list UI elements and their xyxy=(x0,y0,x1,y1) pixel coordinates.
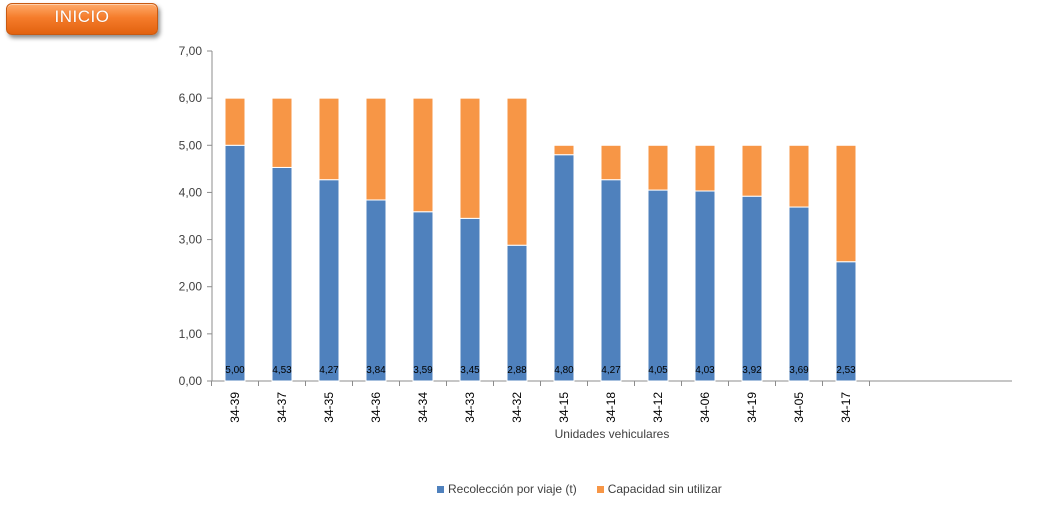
y-tick-label: 5,00 xyxy=(179,138,203,152)
y-tick-label: 1,00 xyxy=(179,327,203,341)
x-tick-label: 34-39 xyxy=(228,392,242,423)
data-label: 3,84 xyxy=(366,365,386,376)
inicio-button[interactable]: INICIO xyxy=(6,3,158,35)
bar-recoleccion xyxy=(318,179,340,382)
y-tick-label: 6,00 xyxy=(179,91,203,105)
bar-recoleccion xyxy=(647,189,669,382)
x-tick-label: 34-05 xyxy=(792,392,806,423)
bar-capacidad xyxy=(600,144,622,181)
bar-recoleccion xyxy=(412,211,434,382)
x-axis-title: Unidades vehiculares xyxy=(555,427,670,441)
y-tick-label: 0,00 xyxy=(179,374,203,388)
data-label: 4,03 xyxy=(695,365,715,376)
bar-capacidad xyxy=(318,97,340,181)
data-label: 4,05 xyxy=(648,365,668,376)
legend-item-capacidad: Capacidad sin utilizar xyxy=(596,482,722,496)
data-label: 4,27 xyxy=(601,365,621,376)
bar-recoleccion xyxy=(459,217,481,382)
data-label: 3,45 xyxy=(460,365,480,376)
x-tick-label: 34-12 xyxy=(651,392,665,423)
bar-capacidad xyxy=(365,97,387,201)
x-tick-label: 34-33 xyxy=(463,392,477,423)
inicio-button-label: INICIO xyxy=(54,7,110,26)
data-label: 4,27 xyxy=(319,365,339,376)
bar-capacidad xyxy=(647,144,669,191)
bar-recoleccion xyxy=(553,154,575,382)
bar-capacidad xyxy=(694,144,716,192)
bar-capacidad xyxy=(459,97,481,219)
data-label: 2,88 xyxy=(507,365,527,376)
x-tick-label: 34-37 xyxy=(275,392,289,423)
data-label: 3,92 xyxy=(742,365,762,376)
x-tick-label: 34-35 xyxy=(322,392,336,423)
x-tick-label: 34-15 xyxy=(557,392,571,423)
x-tick-label: 34-36 xyxy=(369,392,383,423)
bar-capacidad xyxy=(835,144,857,263)
bar-recoleccion xyxy=(365,199,387,382)
bar-recoleccion xyxy=(600,179,622,382)
bar-capacidad xyxy=(412,97,434,213)
y-tick-label: 7,00 xyxy=(179,44,203,58)
x-tick-label: 34-32 xyxy=(510,392,524,423)
data-label: 3,59 xyxy=(413,365,433,376)
bar-capacidad xyxy=(553,144,575,156)
y-tick-label: 4,00 xyxy=(179,185,203,199)
x-tick-label: 34-06 xyxy=(698,392,712,423)
x-tick-label: 34-19 xyxy=(745,392,759,423)
bar-recoleccion xyxy=(506,244,528,382)
data-label: 3,69 xyxy=(789,365,809,376)
legend-item-recoleccion: Recolección por viaje (t) xyxy=(437,482,577,496)
bar-capacidad xyxy=(224,97,246,146)
bar-capacidad xyxy=(271,97,293,168)
bar-recoleccion xyxy=(271,166,293,382)
bar-recoleccion xyxy=(694,190,716,382)
legend-label-capacidad: Capacidad sin utilizar xyxy=(607,482,722,496)
bar-recoleccion xyxy=(788,206,810,382)
y-tick-label: 2,00 xyxy=(179,280,203,294)
bar-recoleccion xyxy=(224,144,246,382)
y-tick-label: 3,00 xyxy=(179,233,203,247)
legend-swatch-capacidad xyxy=(596,485,604,493)
x-tick-label: 34-17 xyxy=(839,392,853,423)
legend-swatch-recoleccion xyxy=(437,485,444,493)
bar-capacidad xyxy=(506,97,528,246)
data-label: 5,00 xyxy=(225,365,245,376)
bar-capacidad xyxy=(788,144,810,208)
data-label: 4,80 xyxy=(554,365,574,376)
bar-recoleccion xyxy=(741,195,763,382)
bar-capacidad xyxy=(741,144,763,197)
chart-legend: Recolección por viaje (t) Capacidad sin … xyxy=(437,482,722,496)
data-label: 2,53 xyxy=(836,365,856,376)
data-label: 4,53 xyxy=(272,365,292,376)
legend-label-recoleccion: Recolección por viaje (t) xyxy=(448,482,577,496)
x-tick-label: 34-34 xyxy=(416,392,430,423)
x-tick-label: 34-18 xyxy=(604,392,618,423)
bar-recoleccion xyxy=(835,261,857,382)
